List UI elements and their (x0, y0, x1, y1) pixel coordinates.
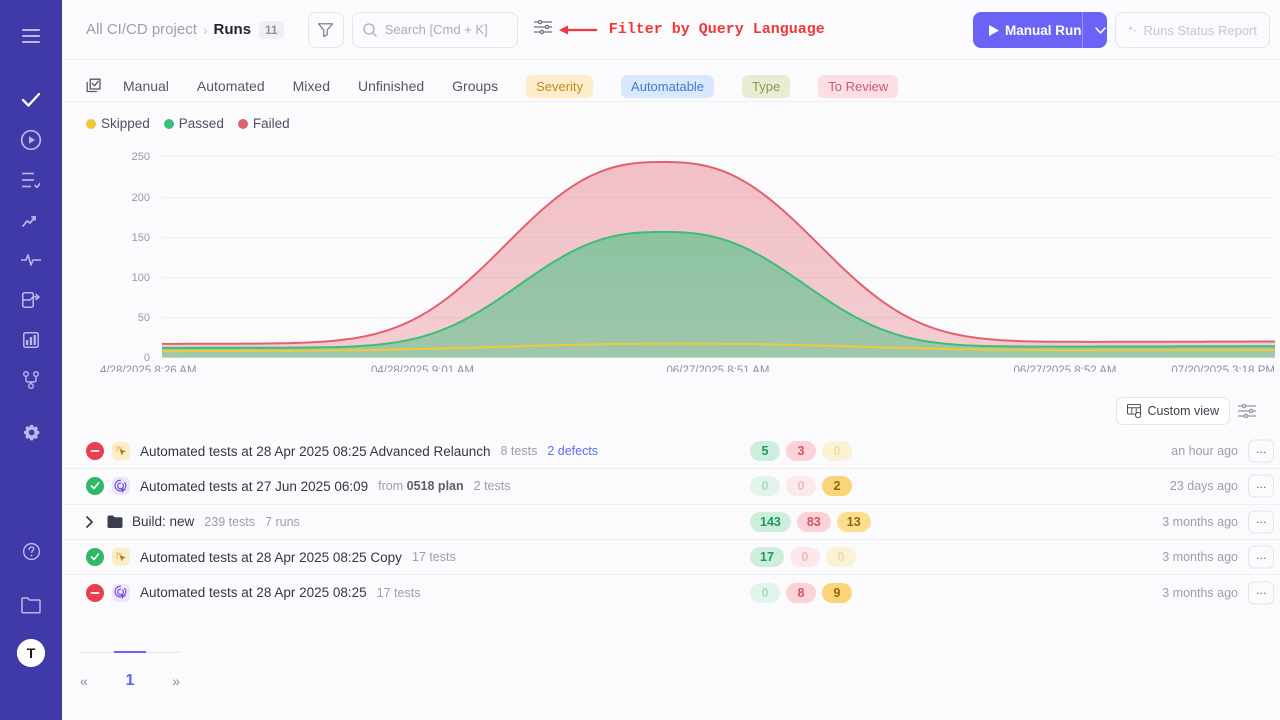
svg-text:250: 250 (132, 151, 150, 163)
svg-text:200: 200 (132, 192, 150, 204)
svg-text:T: T (27, 645, 36, 661)
svg-text:06/27/2025 8:52 AM: 06/27/2025 8:52 AM (1014, 365, 1117, 372)
svg-text:4/28/2025 8:26 AM: 4/28/2025 8:26 AM (100, 365, 197, 372)
svg-text:50: 50 (138, 312, 150, 324)
svg-text:100: 100 (132, 272, 150, 284)
svg-text:150: 150 (132, 232, 150, 244)
svg-text:07/20/2025 3:18 PM: 07/20/2025 3:18 PM (1171, 365, 1275, 372)
svg-text:04/28/2025 9:01 AM: 04/28/2025 9:01 AM (371, 365, 474, 372)
svg-text:0: 0 (144, 352, 150, 364)
svg-text:06/27/2025 8:51 AM: 06/27/2025 8:51 AM (667, 365, 770, 372)
